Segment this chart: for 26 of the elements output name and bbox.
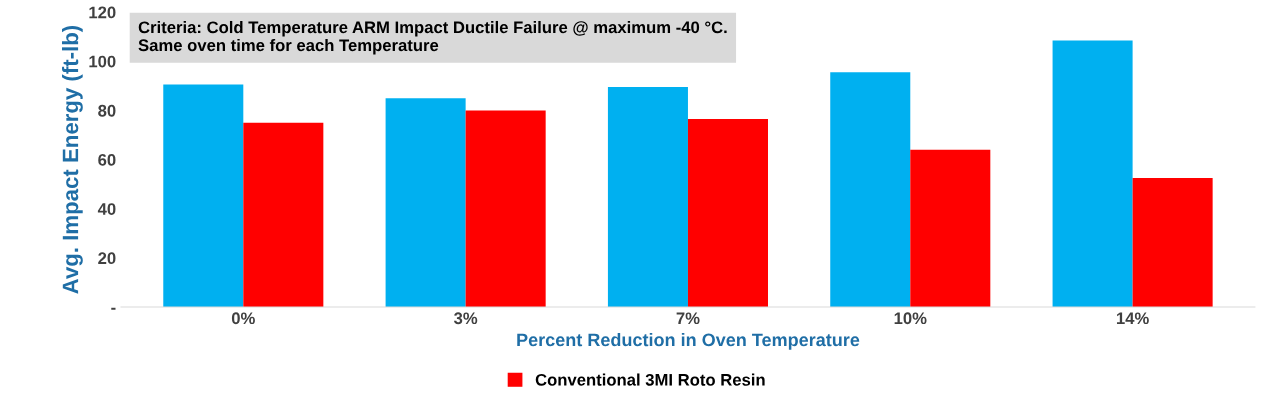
y-tick-label: 80 <box>98 104 116 117</box>
y-tick-label: - <box>111 307 116 310</box>
bar <box>1052 40 1133 308</box>
x-tick-label: 0% <box>231 312 255 325</box>
bar <box>465 110 546 308</box>
x-axis-title: Percent Reduction in Oven Temperature <box>517 332 860 350</box>
y-tick-label: 100 <box>89 55 116 68</box>
x-tick-label: 14% <box>1116 312 1149 325</box>
bar <box>1132 178 1213 308</box>
bar <box>830 72 911 308</box>
bar <box>243 122 324 308</box>
y-tick-label: 60 <box>98 153 116 166</box>
y-tick-label: 20 <box>98 252 116 265</box>
legend-label: Conventional 3MI Roto Resin <box>535 373 765 386</box>
annotation: Criteria: Cold Temperature ARM Impact Ductile Failure @ maximum -40 °C. Same oven time for each Temperature <box>138 20 727 55</box>
y-tick-label: 40 <box>97 203 116 215</box>
bar <box>910 149 991 308</box>
bar <box>607 87 688 308</box>
bar <box>163 84 244 308</box>
x-tick-label: 7% <box>676 312 700 325</box>
bar <box>385 98 466 308</box>
y-tick-label: 120 <box>89 6 116 19</box>
y-axis-title: Avg. Impact Energy (ft-lb) <box>62 25 83 294</box>
x-tick-label: 10% <box>894 312 927 325</box>
bar <box>687 119 768 308</box>
x-tick-label: 3% <box>453 312 478 325</box>
